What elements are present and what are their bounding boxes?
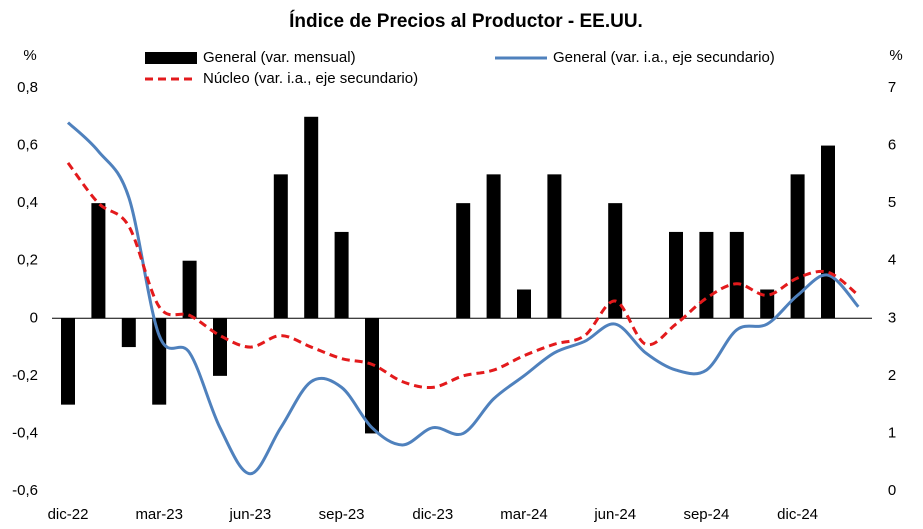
bar (669, 231, 683, 319)
bar (182, 260, 197, 319)
y2-tick-label: 7 (888, 79, 896, 96)
x-tick-label: dic-24 (777, 506, 818, 523)
y-tick-label: 0,6 (17, 137, 38, 154)
bar (699, 231, 714, 319)
y2-tick-label: 5 (888, 194, 896, 211)
bar (365, 318, 379, 434)
y-tick-label: 0,4 (17, 194, 38, 211)
y-tick-label: -0,2 (12, 367, 38, 384)
y2-tick-label: 6 (888, 137, 896, 154)
x-tick-label: dic-23 (412, 506, 453, 523)
x-tick-label: mar-23 (135, 506, 183, 523)
bar (273, 174, 288, 319)
bar (608, 203, 623, 319)
bar (334, 231, 349, 319)
bar (517, 289, 531, 319)
y-tick-label: -0,4 (12, 424, 38, 441)
legend-swatch (145, 52, 197, 64)
bar (91, 203, 106, 319)
x-tick-label: jun-23 (229, 506, 272, 523)
y-tick-label: -0,6 (12, 482, 38, 499)
x-tick-label: sep-24 (683, 506, 729, 523)
bar (547, 174, 562, 319)
x-tick-label: dic-22 (48, 506, 89, 523)
line (66, 121, 860, 476)
chart-title: Índice de Precios al Productor - EE.UU. (289, 10, 643, 32)
bar (760, 289, 775, 319)
y2-tick-label: 1 (888, 424, 896, 441)
bar (304, 116, 319, 319)
x-tick-label: mar-24 (500, 506, 548, 523)
bar (729, 231, 744, 319)
x-tick-label: sep-23 (319, 506, 365, 523)
bar (486, 174, 501, 319)
y2-tick-label: 2 (888, 367, 896, 384)
y2-tick-label: 3 (888, 309, 896, 326)
bar (121, 318, 136, 348)
x-tick-label: jun-24 (593, 506, 636, 523)
bar (213, 318, 227, 376)
legend-label: General (var. mensual) (203, 49, 356, 66)
y-axis-label: % (23, 47, 36, 64)
y-tick-label: 0 (30, 309, 38, 326)
y2-axis-label: % (889, 47, 902, 64)
bar (456, 203, 471, 319)
bar (61, 318, 75, 405)
legend-label: General (var. i.a., eje secundario) (553, 49, 775, 66)
y-tick-label: 0,8 (17, 79, 38, 96)
line (66, 161, 860, 390)
bar (821, 145, 835, 319)
y2-tick-label: 0 (888, 482, 896, 499)
y2-tick-label: 4 (888, 252, 896, 269)
y-tick-label: 0,2 (17, 252, 38, 269)
bar (790, 174, 805, 319)
legend-label: Núcleo (var. i.a., eje secundario) (203, 70, 418, 87)
